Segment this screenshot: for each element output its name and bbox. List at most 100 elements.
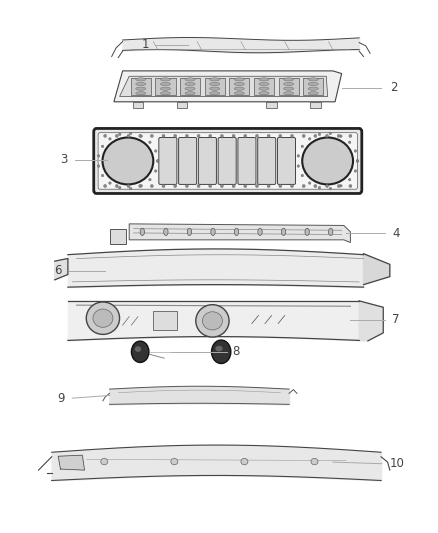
Ellipse shape (314, 134, 317, 138)
Ellipse shape (311, 458, 318, 465)
FancyBboxPatch shape (198, 138, 216, 184)
Ellipse shape (297, 165, 300, 167)
Ellipse shape (160, 83, 170, 86)
Ellipse shape (154, 169, 157, 172)
Ellipse shape (135, 346, 141, 352)
Text: 1: 1 (141, 38, 149, 51)
Ellipse shape (283, 92, 293, 95)
Ellipse shape (279, 134, 282, 138)
Ellipse shape (234, 83, 244, 86)
Text: 3: 3 (60, 154, 68, 166)
Ellipse shape (118, 133, 121, 135)
Ellipse shape (308, 83, 318, 86)
Ellipse shape (308, 78, 318, 81)
Ellipse shape (129, 132, 132, 135)
Bar (279, 78, 299, 95)
Ellipse shape (302, 138, 353, 184)
Ellipse shape (109, 182, 111, 184)
FancyBboxPatch shape (94, 128, 362, 193)
Ellipse shape (131, 341, 149, 362)
Ellipse shape (308, 182, 311, 184)
Ellipse shape (101, 458, 108, 465)
Ellipse shape (259, 87, 269, 90)
Ellipse shape (301, 145, 304, 148)
Ellipse shape (348, 179, 351, 181)
Ellipse shape (164, 228, 168, 236)
FancyBboxPatch shape (179, 138, 197, 184)
Bar (180, 78, 200, 95)
Ellipse shape (297, 155, 300, 157)
Bar (131, 78, 151, 95)
Ellipse shape (210, 87, 220, 90)
Ellipse shape (162, 134, 165, 138)
Ellipse shape (196, 305, 229, 337)
Ellipse shape (234, 228, 239, 236)
Ellipse shape (185, 184, 188, 188)
Ellipse shape (354, 169, 357, 172)
Ellipse shape (308, 87, 318, 90)
Bar (310, 102, 321, 108)
Ellipse shape (162, 184, 165, 188)
Ellipse shape (115, 134, 118, 138)
Ellipse shape (325, 184, 328, 188)
Text: 10: 10 (390, 457, 405, 470)
Ellipse shape (241, 458, 248, 465)
Ellipse shape (156, 160, 159, 162)
FancyBboxPatch shape (258, 138, 276, 184)
Ellipse shape (349, 184, 352, 188)
Ellipse shape (302, 134, 305, 138)
Ellipse shape (138, 184, 141, 188)
Polygon shape (120, 76, 328, 96)
Text: 2: 2 (390, 82, 397, 94)
Ellipse shape (339, 135, 342, 138)
Ellipse shape (283, 78, 293, 81)
Ellipse shape (220, 134, 223, 138)
Ellipse shape (210, 83, 220, 86)
Ellipse shape (148, 179, 151, 181)
Ellipse shape (210, 92, 220, 95)
Ellipse shape (197, 134, 200, 138)
Ellipse shape (148, 141, 151, 143)
Ellipse shape (185, 83, 195, 86)
Ellipse shape (255, 134, 258, 138)
Text: 9: 9 (57, 392, 65, 405)
FancyBboxPatch shape (218, 138, 236, 184)
Ellipse shape (318, 187, 321, 189)
Polygon shape (129, 224, 350, 243)
Ellipse shape (150, 134, 153, 138)
Ellipse shape (234, 92, 244, 95)
Ellipse shape (118, 187, 121, 189)
FancyBboxPatch shape (277, 138, 296, 184)
Ellipse shape (212, 340, 231, 364)
Bar (177, 102, 187, 108)
Ellipse shape (127, 134, 130, 138)
Ellipse shape (349, 134, 352, 138)
Ellipse shape (318, 133, 321, 135)
Ellipse shape (329, 187, 332, 190)
Ellipse shape (185, 92, 195, 95)
Ellipse shape (290, 134, 293, 138)
Ellipse shape (185, 87, 195, 90)
Ellipse shape (185, 134, 188, 138)
Ellipse shape (337, 184, 340, 188)
Ellipse shape (290, 184, 293, 188)
Ellipse shape (136, 78, 146, 81)
Bar (153, 311, 177, 330)
Ellipse shape (102, 138, 153, 184)
Ellipse shape (93, 309, 113, 327)
Text: 6: 6 (54, 264, 61, 277)
Ellipse shape (339, 184, 342, 187)
Ellipse shape (127, 184, 130, 188)
Ellipse shape (259, 92, 269, 95)
Ellipse shape (160, 87, 170, 90)
Ellipse shape (308, 92, 318, 95)
Bar (266, 102, 277, 108)
Ellipse shape (259, 83, 269, 86)
Ellipse shape (356, 160, 359, 162)
FancyBboxPatch shape (98, 133, 357, 189)
Ellipse shape (267, 134, 270, 138)
Ellipse shape (281, 228, 286, 236)
Ellipse shape (115, 184, 118, 188)
Bar (229, 78, 250, 95)
Ellipse shape (244, 184, 247, 188)
